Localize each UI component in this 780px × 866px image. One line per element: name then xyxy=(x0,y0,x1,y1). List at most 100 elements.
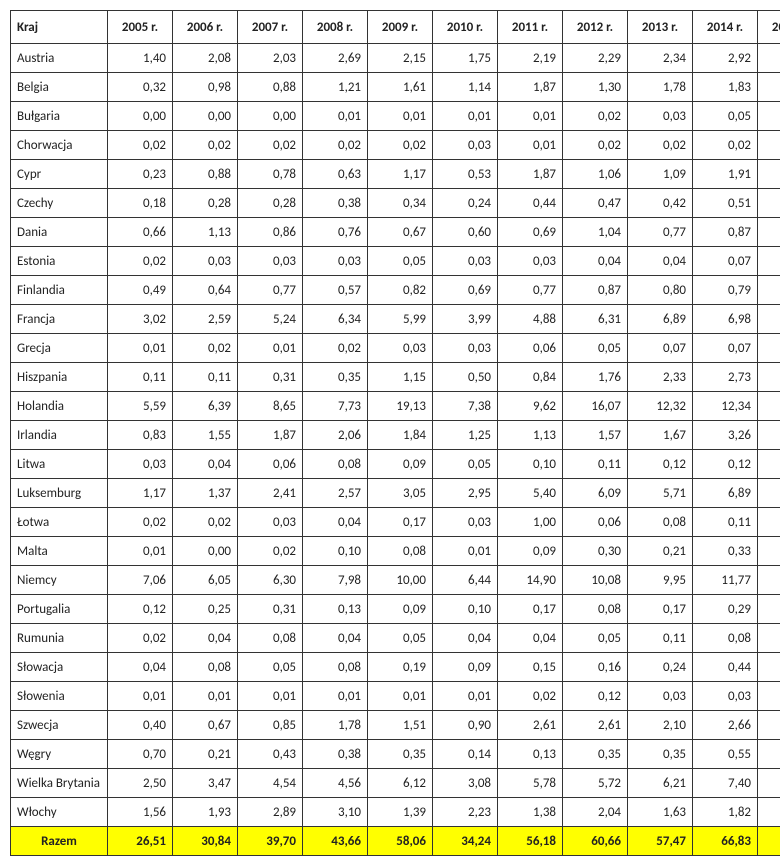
value-cell: 2,73 xyxy=(693,363,758,392)
value-cell: 3,99 xyxy=(433,305,498,334)
country-cell: Czechy xyxy=(11,189,108,218)
total-value-cell: 63,68 xyxy=(758,827,780,856)
table-row: Łotwa0,020,020,030,040,170,031,000,060,0… xyxy=(11,508,780,537)
value-cell: 7,73 xyxy=(303,392,368,421)
table-row: Szwecja0,400,670,851,781,510,902,612,612… xyxy=(11,711,780,740)
value-cell: 0,03 xyxy=(433,131,498,160)
table-row: Słowacja0,040,080,050,080,190,090,150,16… xyxy=(11,653,780,682)
value-cell: 0,04 xyxy=(303,508,368,537)
table-row: Węgry0,700,210,430,380,350,140,130,350,3… xyxy=(11,740,780,769)
value-cell: 0,09 xyxy=(433,653,498,682)
value-cell: 2,66 xyxy=(693,711,758,740)
value-cell: 3,47 xyxy=(173,769,238,798)
header-year: 2011 r. xyxy=(498,11,563,44)
value-cell: 0,69 xyxy=(433,276,498,305)
value-cell: 1,84 xyxy=(368,421,433,450)
country-cell: Włochy xyxy=(11,798,108,827)
value-cell: 0,01 xyxy=(108,537,173,566)
country-cell: Hiszpania xyxy=(11,363,108,392)
country-cell: Grecja xyxy=(11,334,108,363)
value-cell: 0,01 xyxy=(498,102,563,131)
value-cell: 0,11 xyxy=(693,508,758,537)
value-cell: 0,05 xyxy=(238,653,303,682)
country-cell: Szwecja xyxy=(11,711,108,740)
value-cell: 1,09 xyxy=(628,160,693,189)
value-cell: 0,08 xyxy=(303,450,368,479)
value-cell: 2,06 xyxy=(303,421,368,450)
value-cell: 0,12 xyxy=(108,595,173,624)
value-cell: 0,35 xyxy=(368,740,433,769)
value-cell: 1,40 xyxy=(108,44,173,73)
country-cell: Finlandia xyxy=(11,276,108,305)
value-cell: 0,02 xyxy=(173,334,238,363)
table-row: Czechy0,180,280,280,380,340,240,440,470,… xyxy=(11,189,780,218)
value-cell: 1,57 xyxy=(563,421,628,450)
table-row: Grecja0,010,020,010,020,030,030,060,050,… xyxy=(11,334,780,363)
country-cell: Portugalia xyxy=(11,595,108,624)
value-cell: 0,04 xyxy=(173,450,238,479)
value-cell: 0,05 xyxy=(368,247,433,276)
value-cell: 2,61 xyxy=(563,711,628,740)
value-cell: 0,05 xyxy=(563,334,628,363)
table-row: Austria1,402,082,032,692,151,752,192,292… xyxy=(11,44,780,73)
total-value-cell: 57,47 xyxy=(628,827,693,856)
table-row: Słowenia0,010,010,010,010,010,010,020,12… xyxy=(11,682,780,711)
value-cell: 2,50 xyxy=(108,769,173,798)
value-cell: 2,33 xyxy=(628,363,693,392)
value-cell: 1,82 xyxy=(693,798,758,827)
value-cell: 0,23 xyxy=(108,160,173,189)
value-cell: 0,77 xyxy=(498,276,563,305)
value-cell: 0,10 xyxy=(303,537,368,566)
value-cell: 1,51 xyxy=(368,711,433,740)
total-value-cell: 66,83 xyxy=(693,827,758,856)
value-cell: 1,04 xyxy=(563,218,628,247)
value-cell: 0,02 xyxy=(303,334,368,363)
country-cell: Francja xyxy=(11,305,108,334)
table-row: Malta0,010,000,020,100,080,010,090,300,2… xyxy=(11,537,780,566)
country-cell: Słowenia xyxy=(11,682,108,711)
value-cell: 0,03 xyxy=(693,682,758,711)
value-cell: 0,76 xyxy=(303,218,368,247)
value-cell: 0,13 xyxy=(303,595,368,624)
value-cell: 0,80 xyxy=(628,276,693,305)
value-cell: 0,21 xyxy=(628,537,693,566)
value-cell: 0,02 xyxy=(238,537,303,566)
total-value-cell: 39,70 xyxy=(238,827,303,856)
value-cell: 2,29 xyxy=(563,44,628,73)
value-cell: 6,89 xyxy=(693,479,758,508)
header-year: 2005 r. xyxy=(108,11,173,44)
value-cell: 6,89 xyxy=(628,305,693,334)
value-cell: 0,18 xyxy=(108,189,173,218)
value-cell: 0,01 xyxy=(498,131,563,160)
value-cell: 2,23 xyxy=(433,798,498,827)
table-row: Dania0,661,130,860,760,670,600,691,040,7… xyxy=(11,218,780,247)
value-cell: 3,05 xyxy=(368,479,433,508)
value-cell: 0,01 xyxy=(433,537,498,566)
country-cell: Węgry xyxy=(11,740,108,769)
value-cell: 0,37 xyxy=(758,653,780,682)
table-body: Austria1,402,082,032,692,151,752,192,292… xyxy=(11,44,780,856)
value-cell: 2,76 xyxy=(758,711,780,740)
value-cell: 0,16 xyxy=(563,653,628,682)
value-cell: 6,31 xyxy=(563,305,628,334)
value-cell: 0,05 xyxy=(693,102,758,131)
value-cell: 0,88 xyxy=(173,160,238,189)
value-cell: 1,15 xyxy=(368,363,433,392)
value-cell: 0,08 xyxy=(368,537,433,566)
table-row: Portugalia0,120,250,310,130,090,100,170,… xyxy=(11,595,780,624)
value-cell: 6,12 xyxy=(368,769,433,798)
value-cell: 2,15 xyxy=(368,44,433,73)
value-cell: 1,14 xyxy=(433,73,498,102)
value-cell: 0,77 xyxy=(628,218,693,247)
value-cell: 0,02 xyxy=(108,131,173,160)
value-cell: 0,09 xyxy=(368,450,433,479)
value-cell: 0,25 xyxy=(173,595,238,624)
value-cell: 8,65 xyxy=(238,392,303,421)
total-value-cell: 34,24 xyxy=(433,827,498,856)
value-cell: 6,95 xyxy=(758,305,780,334)
value-cell: 1,87 xyxy=(498,73,563,102)
value-cell: 10,00 xyxy=(368,566,433,595)
value-cell: 3,11 xyxy=(758,44,780,73)
value-cell: 1,55 xyxy=(173,421,238,450)
value-cell: 2,69 xyxy=(303,44,368,73)
